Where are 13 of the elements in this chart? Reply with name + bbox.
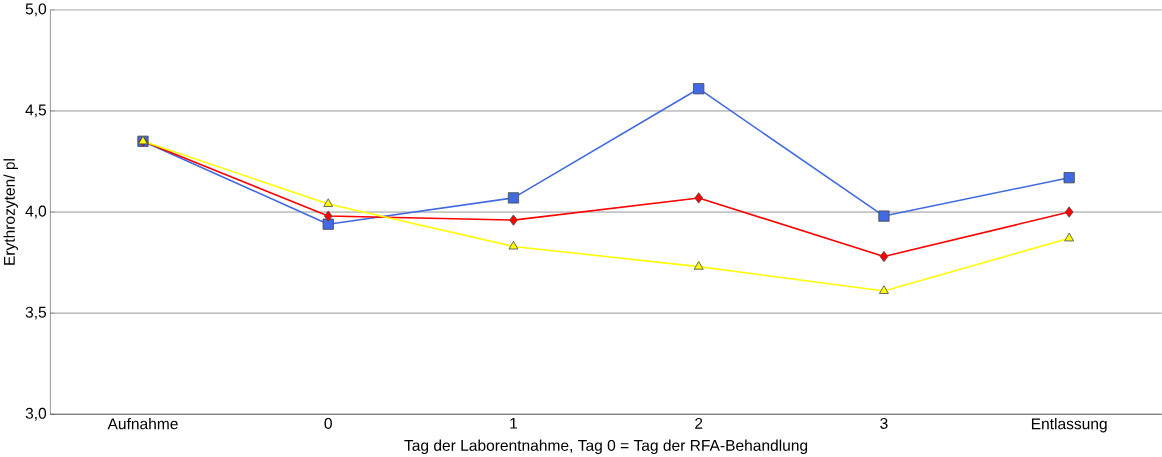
x-tick-label: 2 — [695, 417, 703, 429]
y-tick-label: 5,0 — [25, 3, 47, 17]
y-tick-label: 3,5 — [25, 306, 47, 320]
x-tick-label: 0 — [324, 417, 332, 429]
y-tick-label: 4,5 — [25, 104, 47, 118]
x-axis-title: Tag der Laborentnahme, Tag 0 = Tag der RFA-Behandlung — [404, 439, 808, 454]
y-tick-label: 3,0 — [25, 407, 47, 421]
x-tick-label: Aufnahme — [107, 417, 178, 430]
y-axis-title: Erythrozyten/ pl — [3, 158, 18, 265]
x-tick-label: 1 — [510, 417, 518, 429]
y-tick-label: 4,0 — [25, 205, 47, 219]
x-tick-label: 3 — [880, 417, 888, 429]
x-tick-label: Entlassung — [1031, 417, 1107, 433]
